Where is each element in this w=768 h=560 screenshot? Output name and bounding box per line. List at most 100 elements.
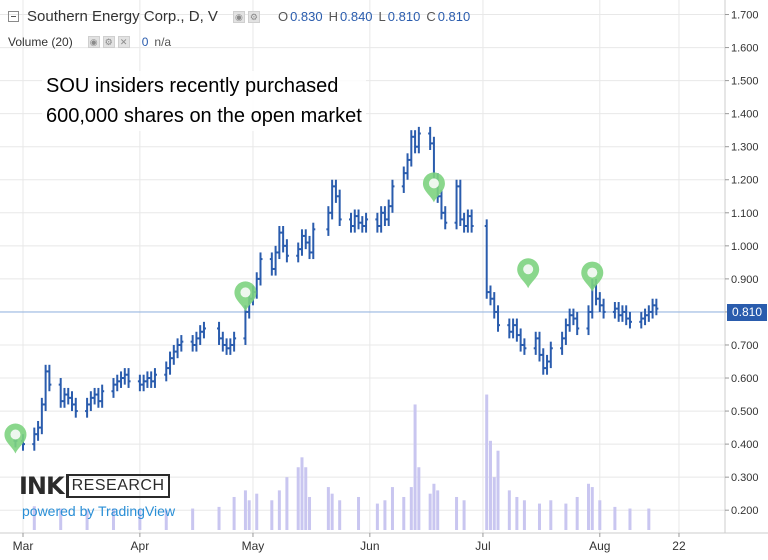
ohlc-bar: [492, 292, 497, 319]
ohlc-bar: [152, 368, 157, 388]
ohlc-bar: [284, 239, 289, 263]
ohlc-bar: [39, 397, 44, 435]
x-tick-label: May: [242, 539, 265, 553]
insider-buy-marker-icon[interactable]: [234, 281, 257, 312]
ohlc-bar: [171, 344, 176, 365]
ohlc-bar: [560, 331, 565, 355]
ohlc-bar: [43, 364, 48, 412]
ohlc-bar: [217, 321, 222, 345]
ohlc-bar: [650, 298, 655, 319]
volume-bar: [428, 493, 432, 530]
eye-icon[interactable]: ◉: [232, 10, 245, 23]
ohlc-bar: [352, 209, 357, 233]
open-label: O: [277, 9, 289, 24]
y-axis-panel[interactable]: [725, 0, 768, 533]
y-tick-label: 1.100: [731, 208, 759, 220]
ohlc-bar: [273, 245, 278, 276]
ohlc-bar: [548, 341, 553, 369]
ohlc-bar: [92, 387, 97, 405]
ohlc-bar: [382, 206, 387, 227]
insider-buy-marker-icon[interactable]: [581, 261, 604, 292]
ohlc-bar: [597, 292, 602, 312]
y-tick-label: 1.400: [731, 109, 759, 121]
x-tick-label: 22: [672, 539, 686, 553]
volume-bar: [59, 508, 63, 530]
volume-bar: [413, 404, 417, 530]
ohlc-bar: [190, 335, 195, 352]
volume-bar: [564, 503, 568, 530]
y-tick-label: 0.400: [731, 439, 759, 451]
volume-bar: [296, 467, 300, 530]
y-tick-label: 1.000: [731, 241, 759, 253]
volume-ma-value: n/a: [154, 35, 172, 49]
insider-buy-marker-icon[interactable]: [517, 258, 540, 289]
ohlc-bar: [364, 212, 369, 233]
volume-bar: [32, 506, 36, 530]
ohlc-bar: [307, 235, 312, 260]
volume-bar: [191, 508, 195, 530]
research-logo-word: RESEARCH: [65, 474, 170, 498]
ohlc-bar: [126, 368, 131, 388]
ohlc-bar: [122, 368, 127, 385]
ohlc-bar: [277, 226, 282, 260]
annotation-line-2: 600,000 shares on the open market: [46, 105, 362, 127]
high-value: 0.840: [340, 9, 373, 24]
ohlc-bar: [115, 374, 120, 392]
powered-by-tradingview[interactable]: powered by TradingView: [22, 503, 176, 519]
collapse-icon[interactable]: [8, 11, 19, 22]
close-icon[interactable]: ✕: [117, 36, 130, 48]
volume-bar: [515, 496, 519, 530]
close-label: C: [426, 9, 436, 24]
close-value: 0.810: [437, 9, 471, 24]
y-tick-label: 1.300: [731, 142, 759, 154]
y-tick-label: 0.700: [731, 340, 759, 352]
ohlc-bar: [375, 212, 380, 233]
volume-label[interactable]: Volume (20): [8, 35, 73, 49]
ohlc-bar: [281, 226, 286, 253]
x-tick-label: Apr: [131, 539, 150, 553]
insider-buy-marker-icon[interactable]: [4, 423, 27, 454]
volume-bar: [375, 503, 379, 530]
volume-bar: [492, 477, 496, 530]
ohlc-bar: [303, 229, 308, 250]
ohlc-bar: [36, 420, 41, 441]
ohlc-bar: [269, 252, 274, 276]
eye-icon[interactable]: ◉: [87, 36, 100, 48]
volume-bar: [488, 440, 492, 530]
volume-bar: [590, 487, 594, 530]
x-tick-label: Jul: [475, 539, 490, 553]
volume-bar: [164, 510, 168, 530]
volume-bar: [496, 450, 500, 530]
volume-bar: [308, 496, 312, 530]
settings-icon[interactable]: ⚙: [247, 10, 260, 23]
ohlc-bar: [620, 305, 625, 322]
volume-bar: [330, 493, 334, 530]
insider-buy-marker-icon[interactable]: [422, 172, 445, 203]
volume-bar: [628, 508, 632, 530]
volume-bar: [255, 493, 259, 530]
volume-bar: [647, 508, 651, 530]
ink-research-logo: INK RESEARCH: [19, 472, 170, 500]
legend-title-row: Southern Energy Corp., D, V ◉ ⚙ O 0.830 …: [8, 8, 470, 25]
volume-bar: [432, 483, 436, 530]
volume-bar: [390, 487, 394, 530]
ohlc-bar: [111, 378, 116, 398]
x-tick-label: Jun: [360, 539, 379, 553]
ohlc-bar: [62, 387, 67, 408]
ohlc-bar: [141, 374, 146, 392]
ohlc-bar: [224, 338, 229, 355]
ohlc-bar: [119, 371, 124, 388]
legend-volume-row: Volume (20) ◉ ⚙ ✕ 0 n/a: [8, 35, 171, 49]
ohlc-bar: [66, 387, 71, 405]
volume-bar: [304, 467, 308, 530]
ohlc-bar: [643, 308, 648, 326]
y-tick-label: 1.700: [731, 10, 759, 22]
ohlc-bar: [137, 374, 142, 392]
symbol-title[interactable]: Southern Energy Corp., D, V: [27, 8, 218, 25]
ohlc-bar: [639, 311, 644, 329]
ohlc-bar: [409, 130, 414, 167]
ohlc-bar: [243, 305, 248, 345]
settings-icon[interactable]: ⚙: [102, 36, 115, 48]
ohlc-bar: [232, 331, 237, 352]
